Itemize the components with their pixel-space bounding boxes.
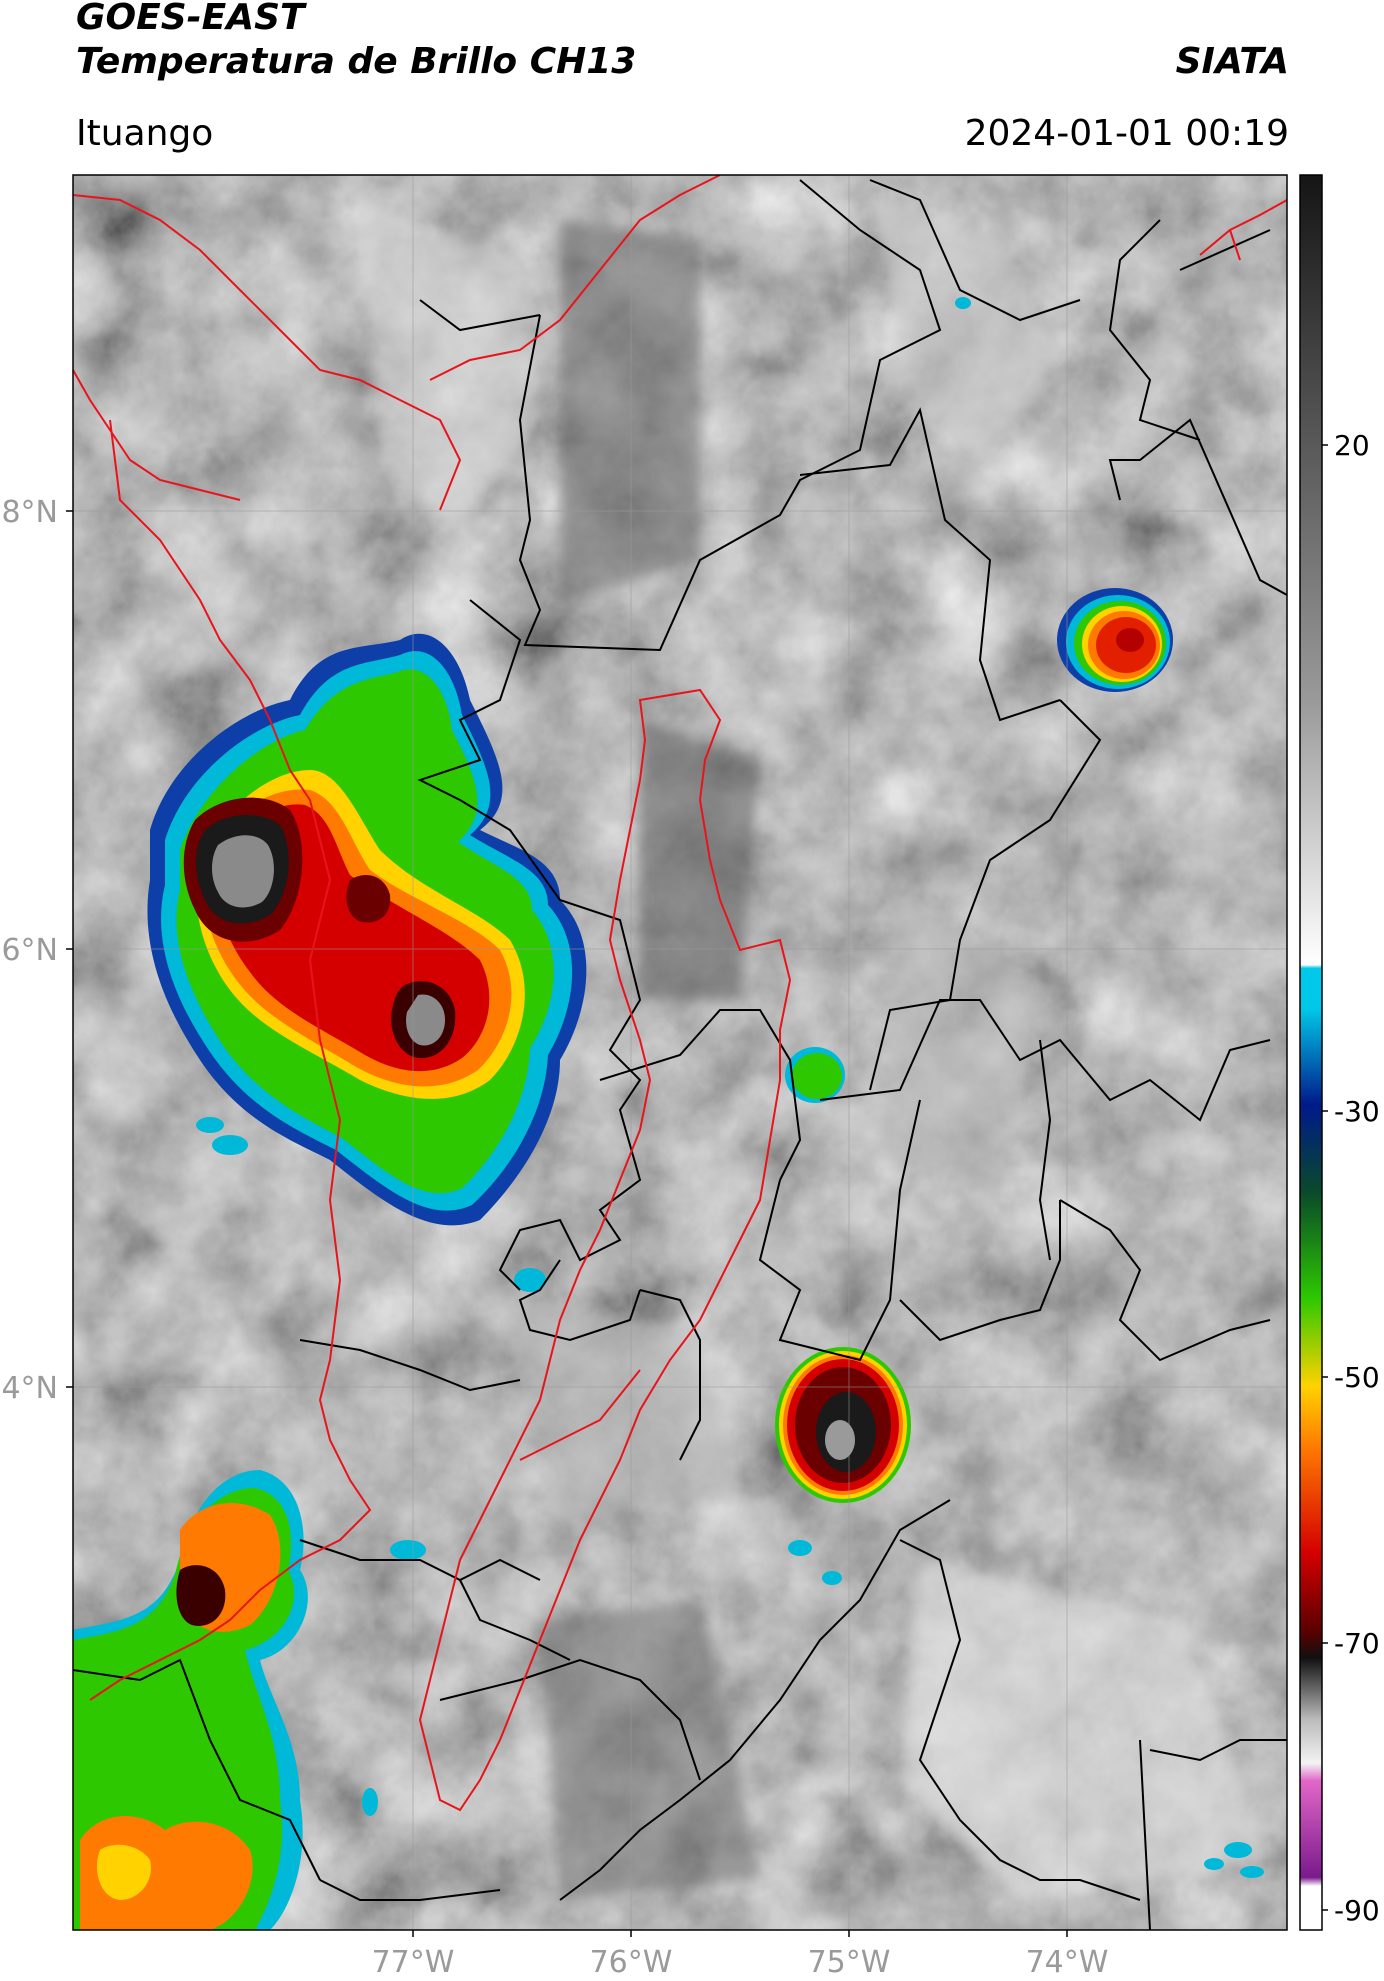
storm-southeast — [775, 1347, 911, 1503]
satellite-imagery — [73, 175, 1287, 1930]
map-frame — [72, 174, 1288, 1931]
lat-label-4n: 4°N — [1, 1371, 58, 1406]
lon-label-76w: 76°W — [590, 1945, 673, 1980]
lat-label-6n: 6°N — [1, 933, 58, 968]
colorbar-tick-minus30: -30 — [1334, 1095, 1380, 1128]
datetime-label: 2024-01-01 00:19 — [964, 113, 1289, 154]
axis-ticks — [66, 510, 1068, 1937]
small-cold-spots — [196, 297, 1264, 1878]
colorbar: 20 -30 -50 -70 -90 — [1299, 174, 1380, 1931]
colorbar-tick-minus50: -50 — [1334, 1361, 1380, 1394]
storm-east-upper — [1057, 588, 1173, 692]
department-boundaries — [73, 179, 1287, 1930]
colorbar-tick-minus70: -70 — [1334, 1627, 1380, 1660]
location-label: Ituango — [76, 113, 214, 154]
lon-label-75w: 75°W — [808, 1945, 891, 1980]
lon-label-77w: 77°W — [372, 1945, 455, 1980]
graticule — [73, 175, 1287, 1930]
lon-label-74w: 74°W — [1026, 1945, 1109, 1980]
product-title: Temperatura de Brillo CH13 — [76, 41, 637, 82]
brand-label: SIATA — [1175, 41, 1289, 82]
satellite-title: GOES-EAST — [76, 0, 305, 38]
storm-small-central — [785, 1047, 845, 1103]
national-boundaries — [73, 175, 1287, 1812]
storm-southwest — [73, 1470, 308, 1930]
title-block: GOES-EAST Temperatura de Brillo CH13 — [76, 0, 636, 84]
colorbar-gradient — [1299, 174, 1323, 1931]
lat-label-8n: 8°N — [1, 495, 58, 530]
colorbar-tick-minus90: -90 — [1334, 1894, 1380, 1927]
colorbar-tick-20: 20 — [1334, 429, 1370, 462]
